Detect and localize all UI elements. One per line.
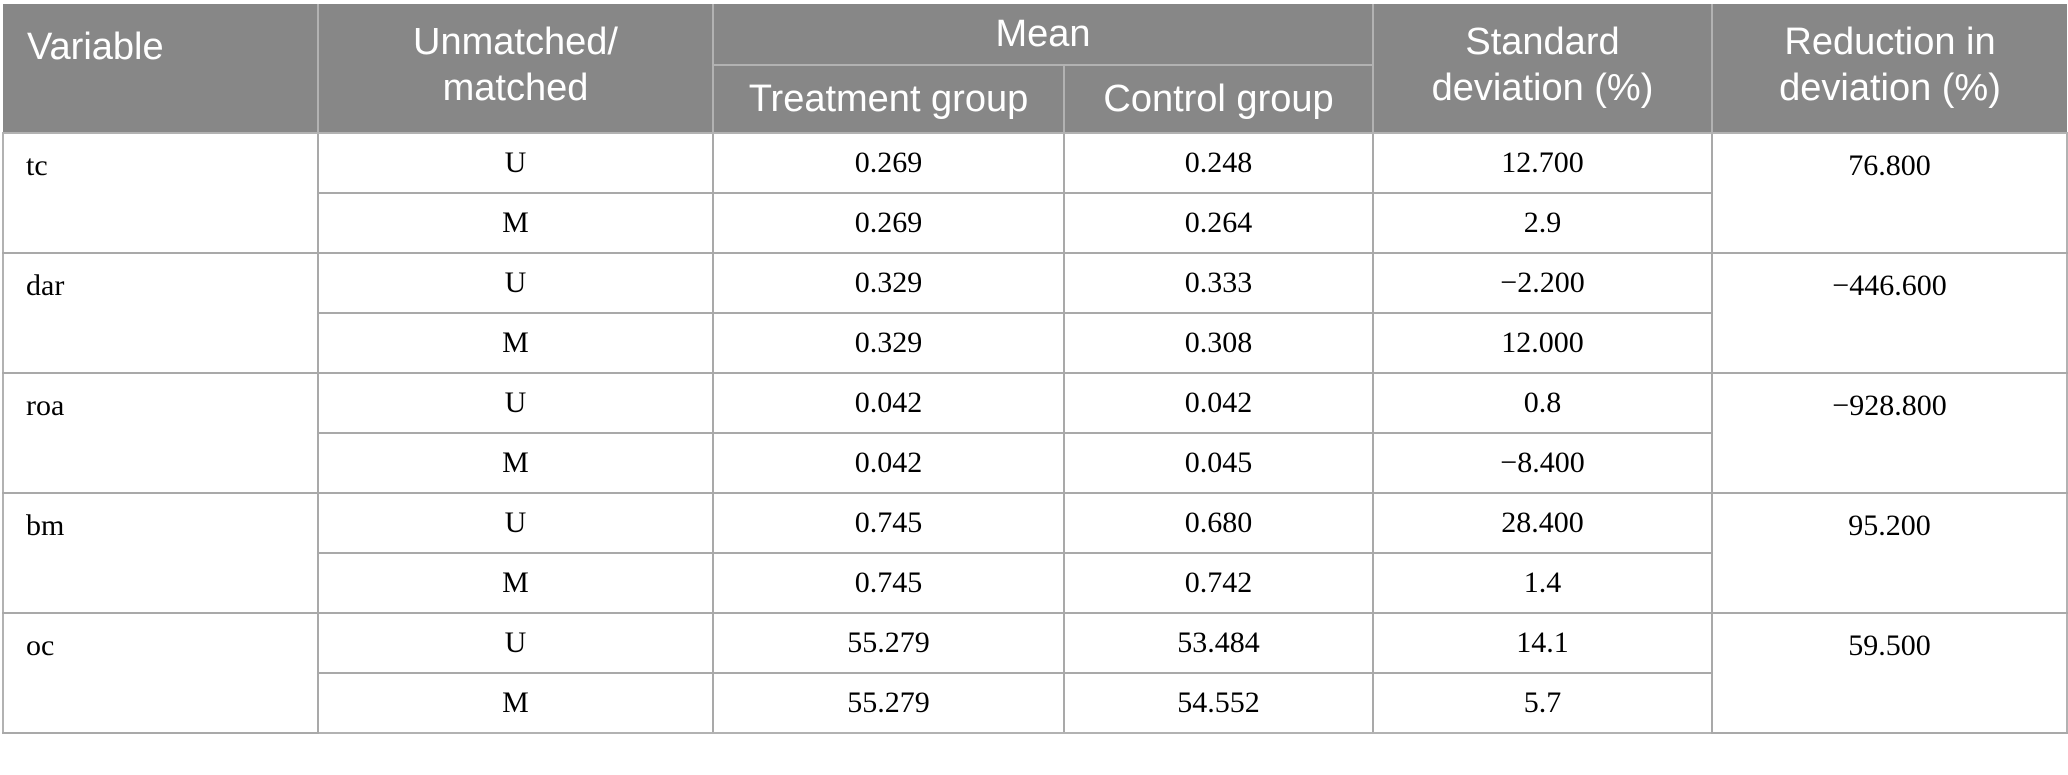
std-dev-cell: 12.700 <box>1372 132 1713 194</box>
table-row: tc U 0.269 0.248 12.700 76.800 <box>2 132 2068 254</box>
header-control-group: Control group <box>1063 64 1374 134</box>
variable-cell: bm <box>2 492 319 614</box>
table-row: M 55.279 54.552 5.7 <box>3 672 2067 734</box>
table-header: Variable Unmatched/ matched Mean Standar… <box>3 4 2067 134</box>
header-mean: Mean <box>712 4 1374 66</box>
header-standard-deviation: Standard deviation (%) <box>1372 4 1713 134</box>
um-cell: U <box>317 252 714 314</box>
std-dev-cell: 1.4 <box>1372 552 1713 614</box>
table-row: M 0.269 0.264 2.9 <box>3 192 2067 254</box>
std-dev-cell: 12.000 <box>1372 312 1713 374</box>
control-mean-cell: 0.264 <box>1063 192 1374 254</box>
table-container: Variable Unmatched/ matched Mean Standar… <box>2 4 2068 734</box>
table-row: M 0.042 0.045 −8.400 <box>3 432 2067 494</box>
um-cell: U <box>317 612 714 674</box>
header-unmatched-matched: Unmatched/ matched <box>317 4 714 134</box>
std-dev-cell: 0.8 <box>1372 372 1713 434</box>
treatment-mean-cell: 55.279 <box>712 672 1065 734</box>
reduction-cell: 76.800 <box>1711 132 2068 254</box>
variable-cell: tc <box>2 132 319 254</box>
treatment-mean-cell: 0.042 <box>712 372 1065 434</box>
table-row: M 0.745 0.742 1.4 <box>3 552 2067 614</box>
control-mean-cell: 0.333 <box>1063 252 1374 314</box>
header-row-sub: Treatment group Control group <box>3 64 2067 134</box>
table-row: oc U 55.279 53.484 14.1 59.500 <box>2 612 2068 734</box>
control-mean-cell: 0.680 <box>1063 492 1374 554</box>
std-dev-cell: 5.7 <box>1372 672 1713 734</box>
um-cell: M <box>317 192 714 254</box>
treatment-mean-cell: 0.745 <box>712 552 1065 614</box>
treatment-mean-cell: 0.269 <box>712 192 1065 254</box>
um-cell: M <box>317 552 714 614</box>
header-reduction-deviation: Reduction in deviation (%) <box>1711 4 2067 134</box>
control-mean-cell: 0.742 <box>1063 552 1374 614</box>
header-line: matched <box>442 67 589 109</box>
reduction-cell: 95.200 <box>1711 492 2068 614</box>
control-mean-cell: 0.045 <box>1063 432 1374 494</box>
header-line: deviation (%) <box>1779 67 2001 109</box>
variable-cell: oc <box>2 612 319 734</box>
std-dev-cell: 14.1 <box>1372 612 1713 674</box>
reduction-cell: −446.600 <box>1711 252 2068 374</box>
treatment-mean-cell: 0.269 <box>712 132 1065 194</box>
variable-cell: dar <box>2 252 319 374</box>
um-cell: U <box>317 132 714 194</box>
variable-cell: roa <box>2 372 319 494</box>
treatment-mean-cell: 55.279 <box>712 612 1065 674</box>
control-mean-cell: 53.484 <box>1063 612 1374 674</box>
treatment-mean-cell: 0.745 <box>712 492 1065 554</box>
control-mean-cell: 0.308 <box>1063 312 1374 374</box>
control-mean-cell: 0.248 <box>1063 132 1374 194</box>
control-mean-cell: 54.552 <box>1063 672 1374 734</box>
um-cell: U <box>317 492 714 554</box>
treatment-mean-cell: 0.042 <box>712 432 1065 494</box>
std-dev-cell: 2.9 <box>1372 192 1713 254</box>
table-body: tc U 0.269 0.248 12.700 76.800 M 0.269 0… <box>2 132 2068 734</box>
reduction-cell: 59.500 <box>1711 612 2068 734</box>
header-line: Unmatched/ <box>413 21 618 63</box>
treatment-mean-cell: 0.329 <box>712 312 1065 374</box>
table-row: M 0.329 0.308 12.000 <box>3 312 2067 374</box>
um-cell: M <box>317 432 714 494</box>
um-cell: M <box>317 312 714 374</box>
std-dev-cell: 28.400 <box>1372 492 1713 554</box>
std-dev-cell: −2.200 <box>1372 252 1713 314</box>
table-row: roa U 0.042 0.042 0.8 −928.800 <box>2 372 2068 494</box>
header-row-top: Variable Unmatched/ matched Mean Standar… <box>3 4 2067 134</box>
header-line: Standard <box>1465 21 1620 63</box>
header-variable: Variable <box>3 4 319 134</box>
std-dev-cell: −8.400 <box>1372 432 1713 494</box>
reduction-cell: −928.800 <box>1711 372 2068 494</box>
header-line: deviation (%) <box>1431 67 1654 109</box>
header-line: Reduction in <box>1784 21 1996 63</box>
treatment-mean-cell: 0.329 <box>712 252 1065 314</box>
um-cell: U <box>317 372 714 434</box>
control-mean-cell: 0.042 <box>1063 372 1374 434</box>
um-cell: M <box>317 672 714 734</box>
table-row: dar U 0.329 0.333 −2.200 −446.600 <box>2 252 2068 374</box>
psm-balance-table: Variable Unmatched/ matched Mean Standar… <box>2 4 2068 734</box>
header-treatment-group: Treatment group <box>712 64 1065 134</box>
table-row: bm U 0.745 0.680 28.400 95.200 <box>2 492 2068 614</box>
